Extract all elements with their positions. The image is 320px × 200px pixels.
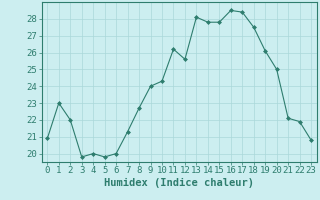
X-axis label: Humidex (Indice chaleur): Humidex (Indice chaleur) xyxy=(104,178,254,188)
